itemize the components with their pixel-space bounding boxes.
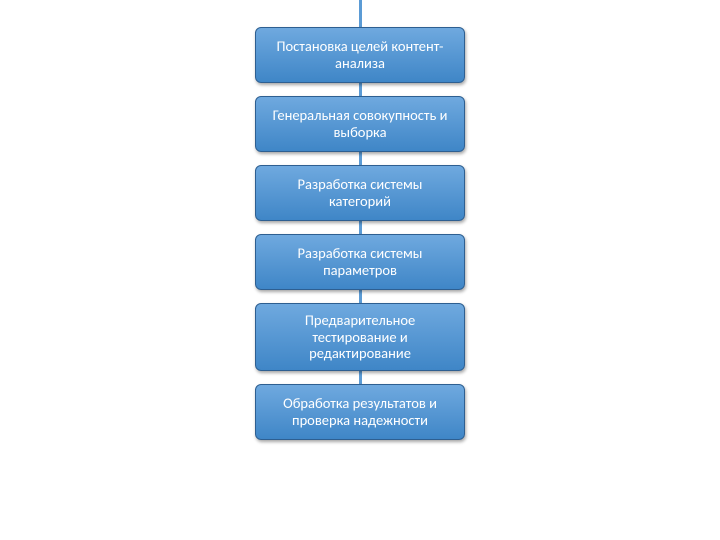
- flow-node: Обработка результатов и проверка надежно…: [255, 384, 465, 440]
- flow-node: Генеральная совокупность и выборка: [255, 96, 465, 152]
- flow-node-label: Разработка системы категорий: [268, 176, 452, 209]
- flow-node: Предварительное тестирование и редактиро…: [255, 303, 465, 371]
- flow-node: Постановка целей контент-анализа: [255, 27, 465, 83]
- flow-node-label: Постановка целей контент-анализа: [268, 38, 452, 71]
- flow-node-label: Предварительное тестирование и редактиро…: [268, 312, 452, 362]
- flow-node-label: Обработка результатов и проверка надежно…: [268, 395, 452, 428]
- diagram-canvas: Постановка целей контент-анализа Генераль…: [0, 0, 720, 540]
- flow-node: Разработка системы категорий: [255, 165, 465, 221]
- flow-column: Постановка целей контент-анализа Генераль…: [255, 0, 465, 440]
- flow-node-label: Генеральная совокупность и выборка: [268, 107, 452, 140]
- flow-node-label: Разработка системы параметров: [268, 245, 452, 278]
- flow-node: Разработка системы параметров: [255, 234, 465, 290]
